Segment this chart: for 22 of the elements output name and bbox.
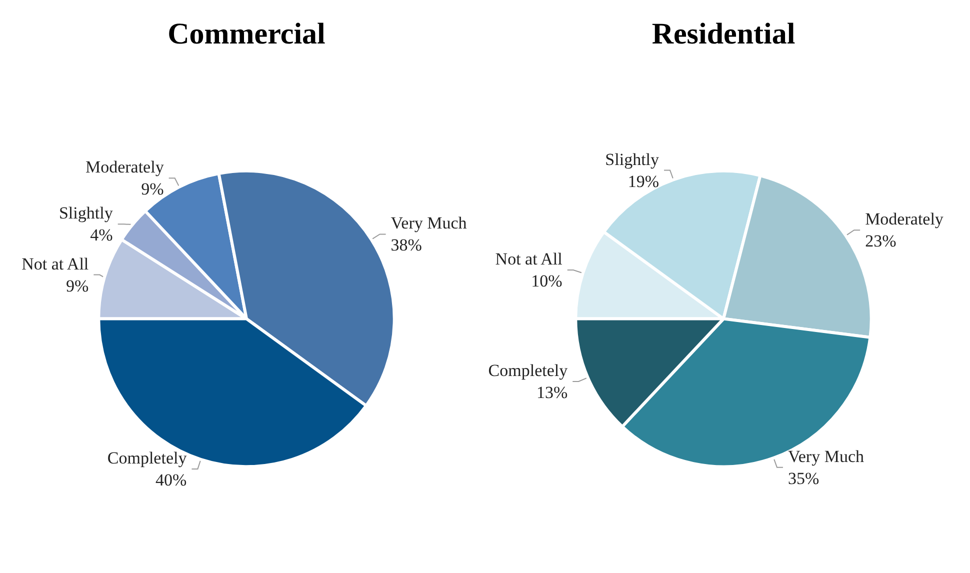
data-label: 9% [141,180,164,199]
slice-label: Slightly [605,150,660,169]
slice-label: Very Much [390,214,468,233]
chart-title: Residential [652,18,796,50]
data-label: 13% [536,383,568,402]
data-label: 4% [90,226,113,245]
slice-label: Not at All [22,254,89,274]
slice-label: Not at All [495,250,563,269]
data-label: 40% [156,470,187,490]
data-label: 23% [865,232,896,251]
slice-label: Slightly [58,204,114,223]
data-label: 35% [788,468,820,488]
slice-label: Very Much [788,446,864,466]
data-label: 38% [390,236,422,255]
data-label: 9% [66,276,89,296]
chart-title: Commercial [168,18,326,50]
data-label: 19% [628,172,660,191]
slice-label: Completely [107,448,188,468]
slice-label: Moderately [85,158,164,177]
data-label: 10% [531,272,562,291]
slice-label: Moderately [865,210,944,229]
slice-label: Completely [488,361,568,380]
